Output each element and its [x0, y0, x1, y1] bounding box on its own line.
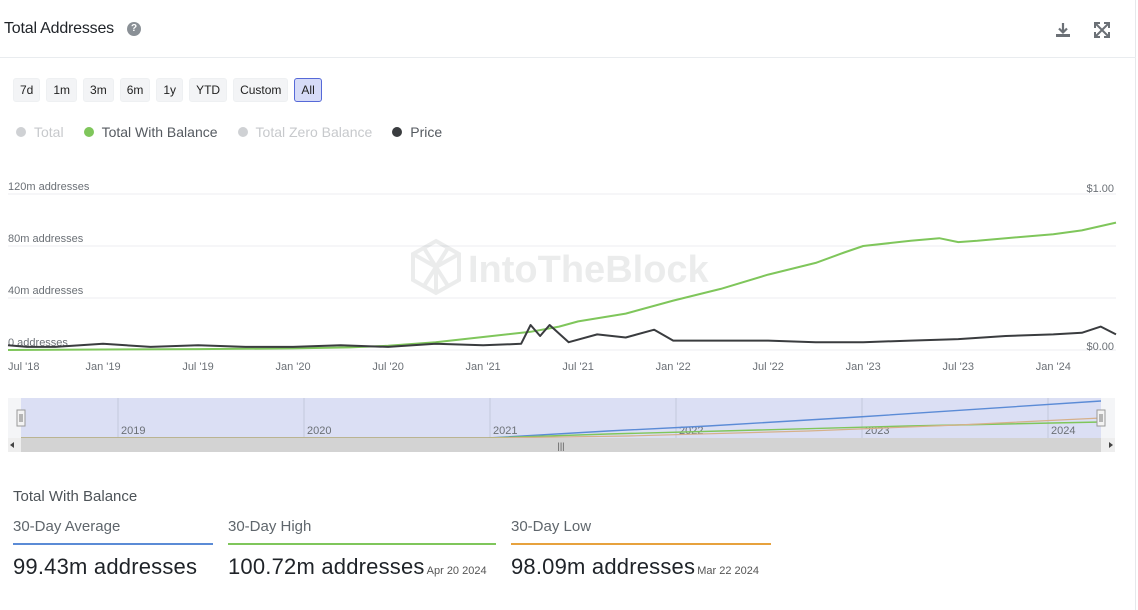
- series-lines: [7, 221, 1117, 351]
- stat-date: Apr 20 2024: [426, 565, 487, 577]
- navigator-year-label: 2024: [1051, 425, 1075, 437]
- download-icon[interactable]: [1053, 20, 1073, 40]
- legend-dot-icon: [237, 127, 248, 137]
- range-1m-button[interactable]: 1m: [46, 78, 78, 102]
- grid-lines: [8, 193, 1116, 351]
- range-6m-button[interactable]: 6m: [119, 78, 151, 102]
- legend-label: Price: [410, 124, 443, 140]
- stat-value: 100.72m addresses Apr 20 2024: [228, 554, 496, 580]
- scrollbar-grip-icon: |||: [557, 441, 564, 451]
- legend-label: Total With Balance: [101, 124, 218, 140]
- x-tick-label: Jul '22: [752, 361, 783, 373]
- navigator-selection[interactable]: [21, 398, 1101, 438]
- x-tick-label: Jan '23: [846, 361, 881, 373]
- stat-value: 99.43m addresses: [13, 554, 213, 580]
- stat-low: 30-Day Low 98.09m addresses Mar 22 2024: [511, 518, 771, 580]
- stat-bar: [228, 543, 496, 545]
- legend-label: Total Zero Balance: [255, 124, 373, 140]
- range-7d-button[interactable]: 7d: [13, 78, 41, 102]
- stat-label: 30-Day Average: [13, 518, 121, 535]
- range-ytd-button[interactable]: YTD: [189, 78, 228, 102]
- card-header: Total Addresses ?: [0, 0, 1136, 58]
- x-tick-label: Jul '23: [943, 361, 974, 373]
- stat-value-text: 100.72m addresses: [228, 554, 425, 579]
- x-tick-label: Jan '20: [276, 361, 311, 373]
- scroll-right-arrow-icon[interactable]: [1109, 442, 1113, 448]
- y-right-tick-label: $0.00: [1086, 341, 1114, 353]
- stat-value-text: 98.09m addresses: [511, 554, 696, 579]
- range-3m-button[interactable]: 3m: [83, 78, 114, 102]
- chart-title: Total Addresses: [4, 20, 114, 37]
- watermark: IntoTheBlock: [411, 238, 710, 296]
- navigator-right-handle[interactable]: [1096, 409, 1106, 427]
- legend-price[interactable]: Price: [392, 124, 442, 140]
- legend-dot-icon: [16, 127, 26, 137]
- range-1y-button[interactable]: 1y: [156, 78, 184, 102]
- stat-high: 30-Day High 100.72m addresses Apr 20 2024: [228, 518, 496, 580]
- scrollbar-thumb[interactable]: [21, 438, 1101, 452]
- range-navigator[interactable]: 2019 2020 2021 2022 2023 2024 |||: [8, 398, 1115, 454]
- watermark-text: IntoTheBlock: [468, 249, 710, 291]
- legend-total[interactable]: Total: [16, 124, 64, 140]
- y-left-tick-label: 40m addresses: [8, 285, 84, 297]
- legend-total-zero-balance[interactable]: Total Zero Balance: [237, 124, 373, 140]
- x-tick-label: Jan '19: [85, 361, 120, 373]
- x-tick-label: Jul '19: [182, 361, 213, 373]
- navigator-year-label: 2021: [493, 425, 517, 437]
- stat-label: 30-Day High: [228, 518, 312, 535]
- x-tick-label: Jan '21: [466, 361, 501, 373]
- stat-bar: [13, 543, 213, 545]
- legend-label: Total: [34, 124, 64, 140]
- stat-average: 30-Day Average 99.43m addresses: [13, 518, 213, 580]
- x-axis-labels: Jul '18 Jan '19 Jul '19 Jan '20 Jul '20 Jan '…: [8, 361, 1071, 373]
- scroll-left-arrow-icon[interactable]: [10, 442, 14, 448]
- fullscreen-icon[interactable]: [1092, 20, 1112, 40]
- range-all-button[interactable]: All: [294, 78, 322, 102]
- price-line[interactable]: [7, 324, 1117, 348]
- legend-dot-icon: [392, 127, 403, 137]
- y-right-tick-label: $1.00: [1086, 183, 1114, 195]
- legend-total-with-balance[interactable]: Total With Balance: [83, 124, 218, 140]
- navigator-left-handle[interactable]: [16, 409, 26, 427]
- navigator-year-label: 2020: [307, 425, 331, 437]
- legend-dot-icon: [83, 127, 94, 137]
- stats-panel: Total With Balance 30-Day Average 99.43m…: [13, 488, 771, 579]
- x-tick-label: Jul '18: [8, 361, 39, 373]
- x-tick-label: Jan '22: [656, 361, 691, 373]
- question-circle-icon[interactable]: ?: [127, 22, 141, 36]
- stat-bar: [511, 543, 771, 545]
- total-with-balance-line[interactable]: [7, 221, 1117, 351]
- range-custom-button[interactable]: Custom: [233, 78, 289, 102]
- stat-value-text: 99.43m addresses: [13, 554, 198, 579]
- x-tick-label: Jul '20: [372, 361, 403, 373]
- y-left-tick-label: 80m addresses: [8, 233, 84, 245]
- stat-label: 30-Day Low: [511, 518, 592, 535]
- navigator-left-handle-grip: [19, 414, 23, 422]
- range-selector: 7d 1m 3m 6m 1y YTD Custom All: [13, 78, 322, 102]
- x-tick-label: Jul '21: [562, 361, 593, 373]
- chart-legend: Total Total With Balance Total Zero Bala…: [16, 124, 442, 140]
- navigator-year-label: 2019: [121, 425, 145, 437]
- y-left-tick-label: 120m addresses: [8, 181, 90, 193]
- navigator-right-handle-grip: [1099, 414, 1103, 422]
- stats-title: Total With Balance: [13, 488, 138, 505]
- x-tick-label: Jan '24: [1036, 361, 1071, 373]
- stat-value: 98.09m addresses Mar 22 2024: [511, 554, 771, 580]
- stat-date: Mar 22 2024: [697, 565, 759, 577]
